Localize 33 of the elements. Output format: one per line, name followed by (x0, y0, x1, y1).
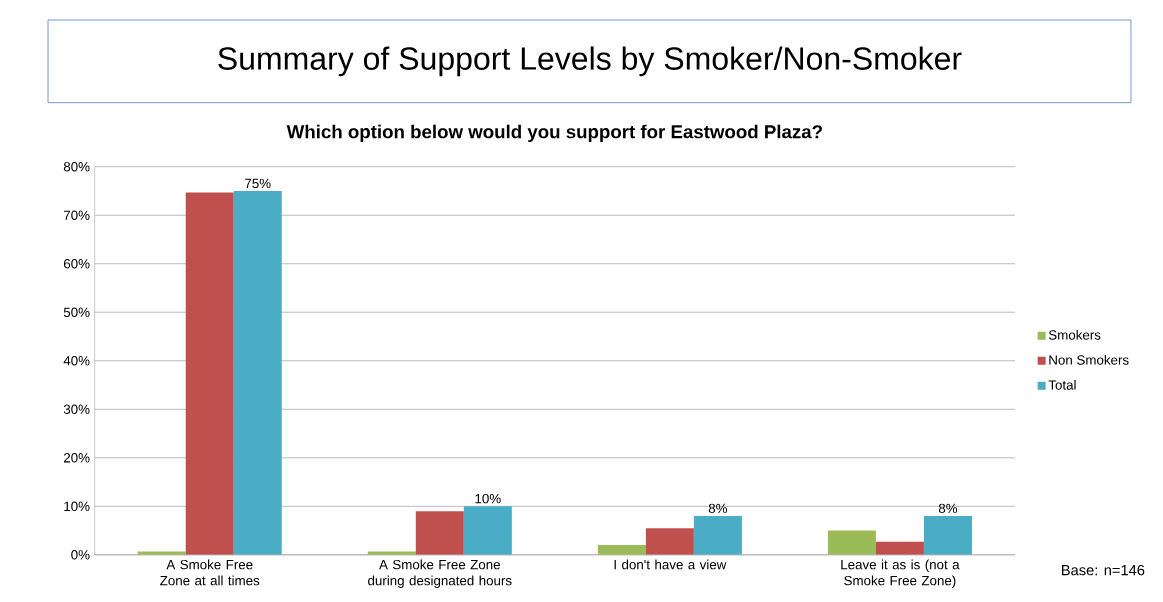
y-tick-label: 60% (63, 258, 90, 269)
x-tick-label: A Smoke Free Zone during designated hours (368, 559, 512, 588)
bar (463, 506, 512, 555)
bar (923, 515, 972, 555)
legend-label: Total (1048, 379, 1076, 390)
chart-title: Summary of Support Levels by Smoker/Non-Smoker (218, 46, 962, 77)
bar (693, 515, 742, 555)
x-tick-label: Leave it as is (not a Smoke Free Zone) (841, 559, 960, 588)
y-tick-label: 50% (63, 307, 90, 317)
data-label: 10% (475, 493, 501, 504)
legend-label: Non Smokers (1049, 354, 1129, 365)
bar (233, 190, 282, 555)
legend-label: Smokers (1048, 329, 1101, 340)
bar (875, 541, 924, 555)
bar (597, 545, 646, 555)
y-tick-label: 30% (63, 404, 90, 414)
bar (827, 530, 876, 555)
y-tick-label: 40% (63, 355, 90, 366)
data-label: 8% (708, 503, 728, 513)
y-tick-label: 80% (63, 161, 90, 172)
x-tick-label: A Smoke Free Zone at all times (160, 559, 260, 586)
y-tick-label: 0% (71, 550, 90, 560)
chart-subtitle: Which option below would you support for Eastwood Plaza? (286, 124, 822, 142)
bar (415, 511, 464, 555)
data-label: 8% (938, 503, 958, 513)
text: Base: n=146 (1062, 564, 1145, 576)
y-tick-label: 70% (63, 210, 90, 220)
x-tick-label: I don't have a view (614, 559, 727, 570)
bar (185, 192, 234, 555)
data-label: 75% (245, 178, 271, 188)
y-tick-label: 10% (64, 501, 90, 511)
bar (645, 528, 694, 555)
y-tick-label: 20% (63, 452, 90, 463)
